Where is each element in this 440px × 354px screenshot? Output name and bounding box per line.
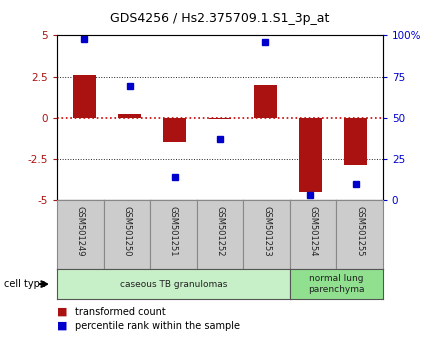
Text: percentile rank within the sample: percentile rank within the sample: [75, 321, 240, 331]
Bar: [118, 114, 141, 118]
Text: GSM501250: GSM501250: [122, 206, 132, 256]
Bar: [209, 118, 231, 119]
Text: ■: ■: [57, 307, 68, 316]
Bar: [164, 118, 186, 142]
Text: cell type: cell type: [4, 279, 46, 289]
Text: GSM501249: GSM501249: [76, 206, 85, 256]
Bar: [345, 118, 367, 165]
Text: ■: ■: [57, 321, 68, 331]
Bar: [73, 75, 95, 118]
Text: caseous TB granulomas: caseous TB granulomas: [120, 280, 227, 289]
Bar: [299, 118, 322, 192]
Text: transformed count: transformed count: [75, 307, 165, 316]
Bar: [254, 85, 276, 118]
Text: GSM501251: GSM501251: [169, 206, 178, 256]
Text: GSM501252: GSM501252: [216, 206, 224, 256]
Text: GSM501253: GSM501253: [262, 206, 271, 256]
Text: normal lung
parenchyma: normal lung parenchyma: [308, 274, 364, 294]
Text: GSM501255: GSM501255: [355, 206, 364, 256]
Text: GDS4256 / Hs2.375709.1.S1_3p_at: GDS4256 / Hs2.375709.1.S1_3p_at: [110, 12, 330, 25]
Text: GSM501254: GSM501254: [308, 206, 318, 256]
